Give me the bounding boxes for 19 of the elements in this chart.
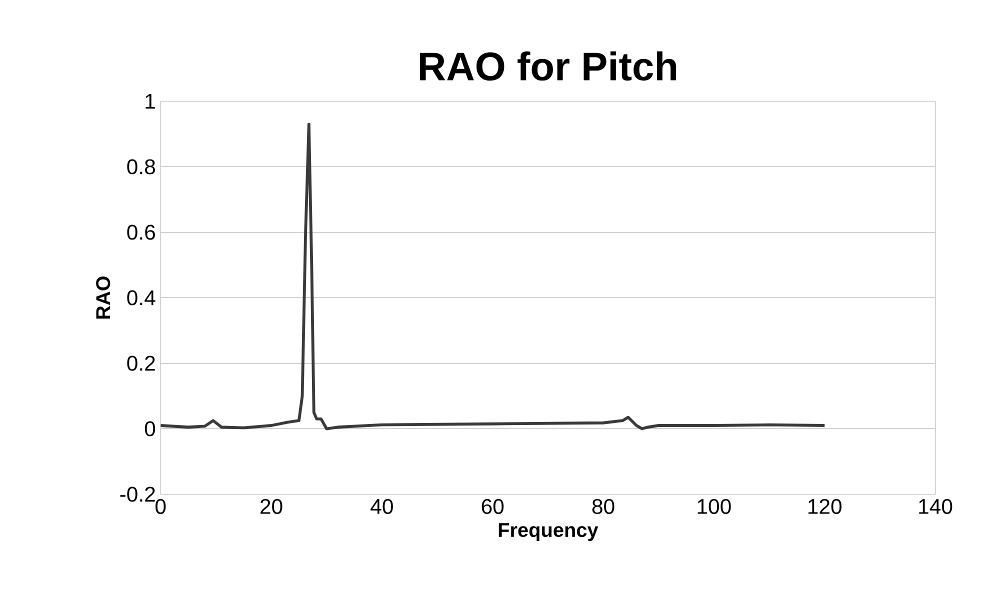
y-tick-label: 0.8 — [127, 159, 155, 174]
x-tick-label: 20 — [260, 499, 282, 514]
y-tick-label: 0.6 — [127, 224, 155, 240]
y-tick-label: -0.2 — [120, 486, 155, 502]
y-tick-label: 1 — [146, 94, 155, 109]
x-tick-label: 100 — [698, 499, 731, 514]
x-tick-label: 120 — [808, 499, 842, 514]
y-tick-label: 0.2 — [127, 356, 155, 371]
x-axis-title: Frequency — [498, 523, 598, 542]
x-tick-label: 80 — [592, 499, 614, 514]
y-axis-title: RAO — [96, 276, 110, 319]
x-tick-label: 0 — [156, 499, 166, 514]
chart-title: RAO for Pitch — [420, 51, 676, 81]
y-tick-label: 0.4 — [127, 290, 156, 306]
line-series — [160, 122, 826, 430]
x-tick-label: 60 — [482, 499, 504, 514]
y-tick-label: 0 — [144, 421, 156, 436]
x-tick-label: 40 — [370, 499, 393, 514]
x-tick-label: 140 — [919, 499, 952, 514]
